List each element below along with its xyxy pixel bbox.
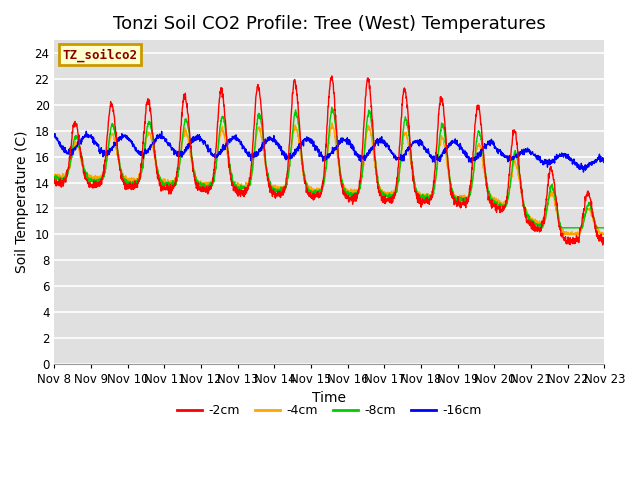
Y-axis label: Soil Temperature (C): Soil Temperature (C) bbox=[15, 131, 29, 273]
X-axis label: Time: Time bbox=[312, 391, 346, 405]
Legend: -2cm, -4cm, -8cm, -16cm: -2cm, -4cm, -8cm, -16cm bbox=[172, 399, 486, 422]
Title: Tonzi Soil CO2 Profile: Tree (West) Temperatures: Tonzi Soil CO2 Profile: Tree (West) Temp… bbox=[113, 15, 546, 33]
Text: TZ_soilco2: TZ_soilco2 bbox=[63, 48, 138, 61]
